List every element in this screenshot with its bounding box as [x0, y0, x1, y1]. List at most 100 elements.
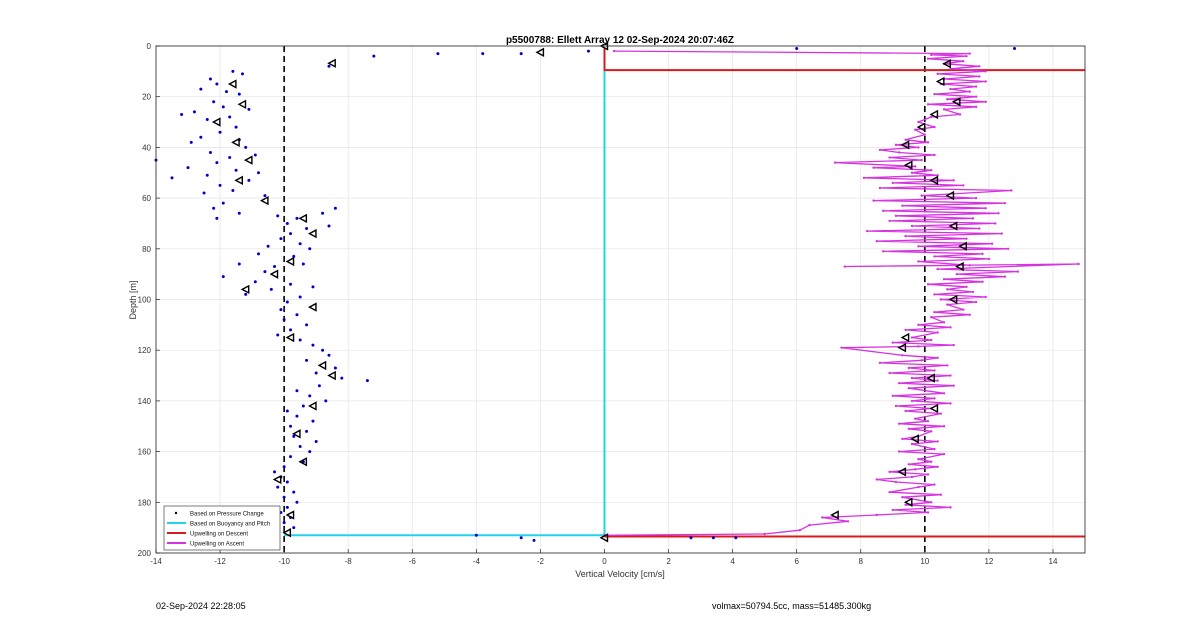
data-point: [282, 495, 286, 499]
triangle-marker: [916, 122, 926, 132]
series-point: [1000, 232, 1003, 235]
triangle-marker: [298, 457, 308, 467]
data-point: [321, 211, 325, 215]
y-tick-label: 180: [138, 498, 152, 507]
data-point: [519, 52, 523, 56]
series-point: [904, 234, 907, 238]
series-point: [914, 165, 917, 168]
x-tick-label: 12: [984, 557, 993, 566]
data-point: [257, 171, 261, 175]
data-point: [333, 206, 337, 210]
x-tick-label: 8: [859, 557, 864, 566]
series-point: [898, 381, 901, 385]
series-point: [904, 409, 907, 413]
data-point: [237, 211, 241, 215]
series-point: [968, 90, 971, 93]
series-point: [894, 143, 898, 147]
series-point: [910, 442, 914, 446]
series-point: [901, 354, 904, 357]
series-point: [946, 288, 949, 291]
series-point: [939, 493, 943, 496]
series-point: [952, 179, 955, 182]
series-point: [949, 67, 952, 71]
triangle-marker: [298, 213, 308, 224]
series-point: [971, 290, 975, 294]
series-point: [946, 364, 949, 367]
data-point: [215, 82, 219, 86]
series-point: [965, 285, 968, 289]
data-point: [221, 105, 225, 109]
data-point: [240, 72, 244, 76]
series-point: [910, 171, 914, 174]
series-point: [910, 336, 914, 339]
series-point: [933, 369, 936, 372]
x-tick-label: -6: [409, 557, 417, 566]
series-point: [907, 387, 911, 390]
data-point: [253, 280, 257, 284]
data-point: [224, 90, 228, 94]
series-point: [962, 308, 965, 311]
series-point: [920, 194, 923, 197]
series-point: [914, 417, 917, 420]
series-point: [898, 422, 901, 425]
data-point: [247, 107, 251, 111]
data-point: [301, 262, 305, 266]
data-point: [295, 216, 299, 220]
data-point: [234, 168, 238, 172]
triangle-marker: [935, 76, 945, 87]
series-point: [942, 321, 946, 324]
series-point: [926, 57, 930, 60]
triangle-marker: [237, 99, 247, 109]
x-tick-label: -4: [473, 557, 481, 566]
data-point: [253, 153, 257, 157]
series-point: [968, 264, 971, 267]
series-point: [958, 113, 962, 116]
triangle-marker: [897, 467, 907, 477]
triangle-marker: [903, 160, 913, 170]
series-point: [930, 115, 933, 119]
triangle-marker: [535, 47, 545, 58]
series-point: [930, 501, 933, 504]
x-tick-label: -10: [278, 557, 290, 566]
series-point: [917, 485, 920, 489]
series-point: [946, 98, 949, 101]
x-tick-label: 14: [1049, 557, 1058, 566]
data-point: [279, 237, 283, 241]
series-point: [974, 105, 978, 109]
data-point: [282, 318, 286, 322]
series-point: [894, 214, 898, 218]
series-point: [933, 153, 936, 157]
triangle-marker: [942, 59, 951, 69]
data-point: [327, 224, 331, 228]
data-point: [1013, 47, 1017, 51]
data-point: [263, 194, 267, 198]
series-point: [917, 146, 920, 149]
data-point: [285, 505, 289, 509]
data-point: [208, 150, 212, 154]
legend: Based on Pressure Change Based on Buoyanc…: [163, 505, 281, 551]
series-point: [955, 272, 959, 276]
series-3: [603, 48, 1085, 72]
series-point: [888, 219, 891, 223]
triangle-marker: [317, 360, 327, 371]
data-point: [208, 77, 212, 81]
data-point: [205, 173, 209, 177]
series-point: [910, 399, 914, 403]
data-point: [202, 191, 206, 195]
series-point: [1006, 247, 1010, 250]
data-point: [324, 399, 328, 403]
series-point: [936, 465, 939, 469]
x-axis-label: Vertical Velocity [cm/s]: [575, 569, 665, 579]
y-tick-label: 40: [142, 143, 151, 152]
series-point: [917, 323, 920, 327]
data-point: [199, 87, 203, 91]
data-point: [218, 183, 222, 187]
series-point: [936, 356, 939, 360]
data-point: [221, 275, 225, 279]
data-point: [305, 429, 309, 433]
series-point: [933, 293, 936, 296]
triangle-marker: [285, 332, 295, 343]
series-point: [612, 49, 616, 53]
x-tick-label: 4: [730, 557, 735, 566]
triangle-marker: [929, 403, 939, 414]
